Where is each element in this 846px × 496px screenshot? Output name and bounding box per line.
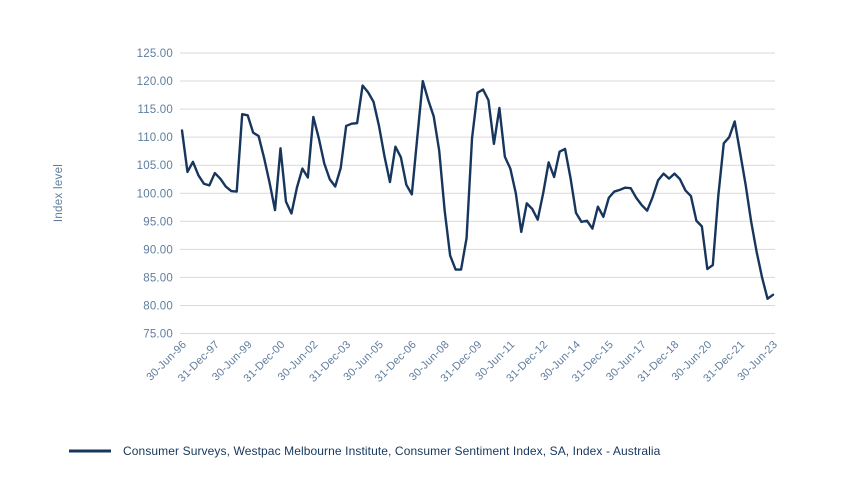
y-tick-label: 95.00: [143, 216, 173, 228]
y-tick-label: 105.00: [137, 160, 173, 172]
y-axis-title: Index level: [53, 164, 65, 222]
y-tick-label: 115.00: [137, 104, 173, 116]
sentiment-series-line: [180, 79, 775, 300]
legend-series-label: Consumer Surveys, Westpac Melbourne Inst…: [123, 444, 661, 458]
y-tick-label: 125.00: [137, 48, 173, 60]
y-tick-label: 100.00: [137, 188, 173, 200]
y-tick-label: 80.00: [143, 300, 173, 312]
sentiment-line-chart: 125.00 120.00 115.00 110.00 105.00 100.00 95.0…: [53, 48, 780, 385]
legend-line-swatch: [69, 449, 111, 453]
y-tick-label: 85.00: [143, 272, 173, 284]
y-tick-label: 110.00: [137, 132, 173, 144]
y-tick-label: 75.00: [143, 329, 173, 341]
y-tick-label: 90.00: [143, 244, 173, 256]
y-tick-label: 120.00: [137, 76, 173, 88]
chart-legend: Consumer Surveys, Westpac Melbourne Inst…: [68, 442, 660, 460]
